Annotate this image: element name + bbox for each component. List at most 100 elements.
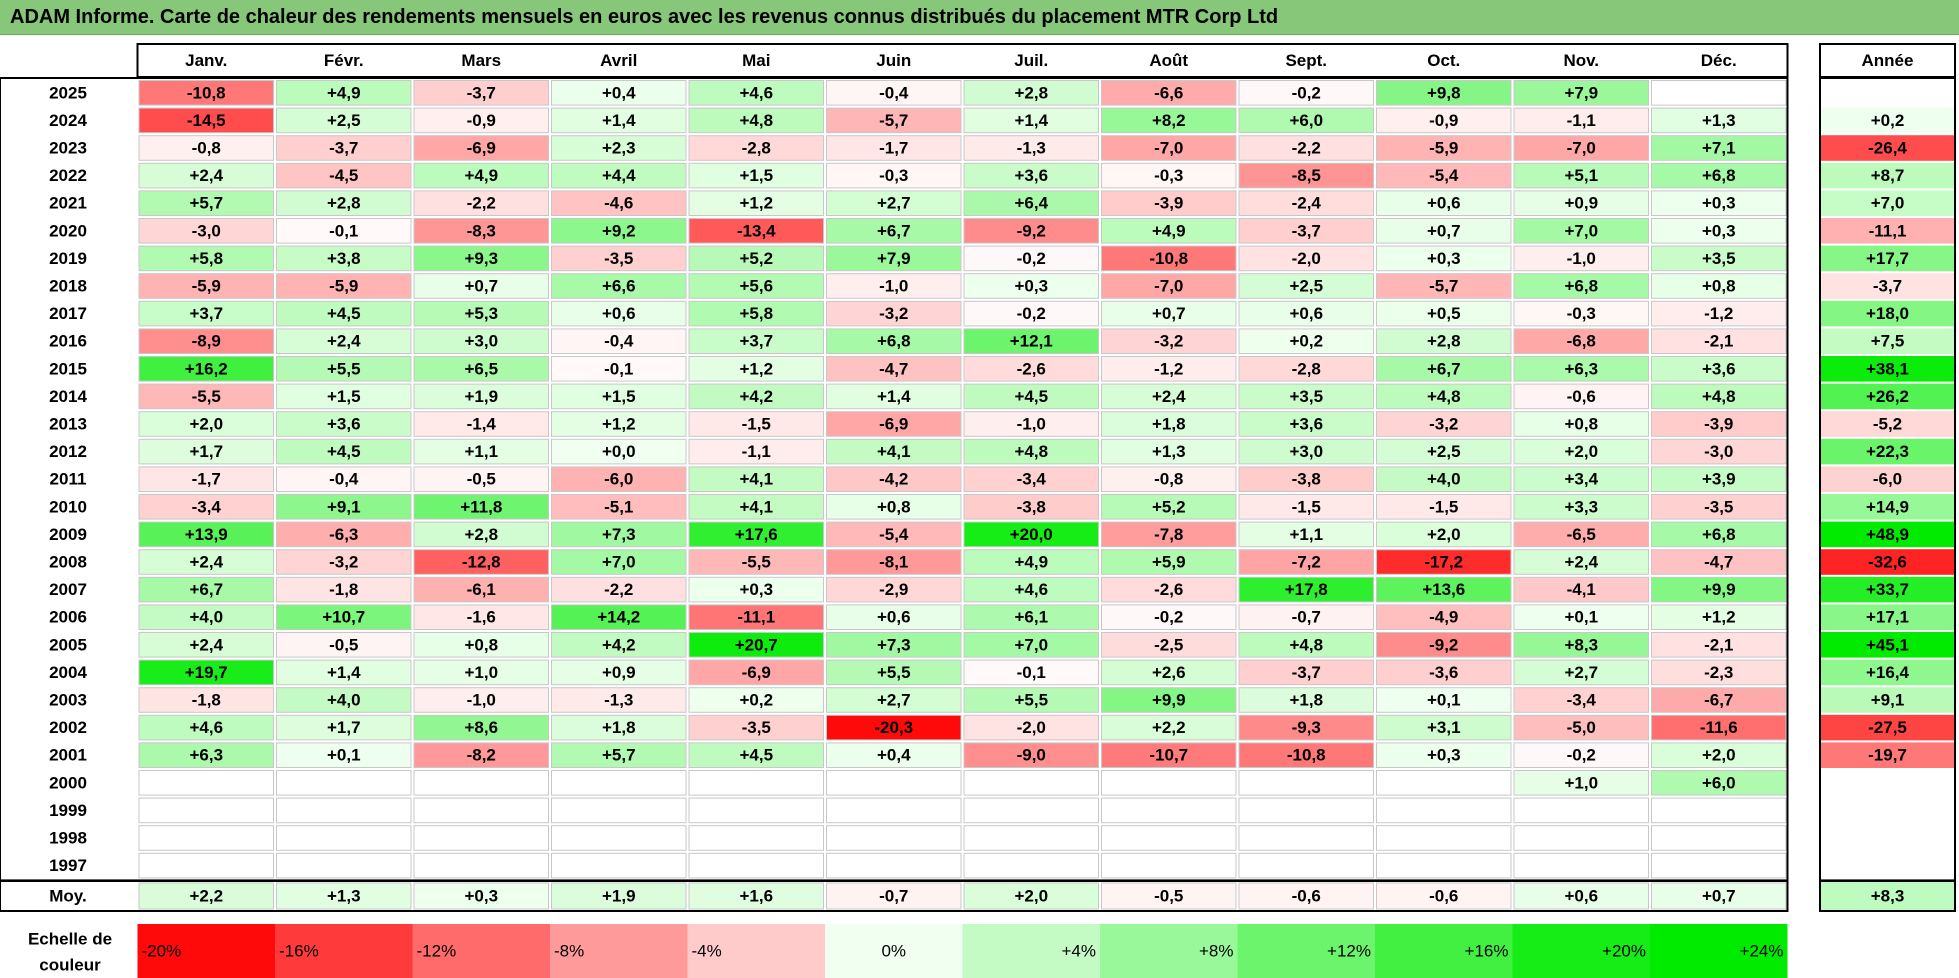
heat-cell xyxy=(1513,659,1649,686)
average-cell xyxy=(1513,882,1649,910)
year-label: 2000 xyxy=(49,773,87,792)
heat-cell xyxy=(826,742,962,769)
heat-cell-value: +4,8 xyxy=(739,111,773,130)
heat-cell xyxy=(826,135,962,161)
heat-cell-value: -2,8 xyxy=(742,139,771,158)
heat-cell-value: -0,4 xyxy=(879,83,909,102)
heat-cell xyxy=(826,714,962,741)
heat-cell xyxy=(276,328,412,354)
heat-cell xyxy=(688,438,824,465)
year-cell-value: +7,5 xyxy=(1871,332,1905,351)
heat-cell xyxy=(1651,273,1787,299)
heat-cell xyxy=(1513,356,1649,382)
scale-label-line1: Echelle de xyxy=(28,930,112,949)
heat-cell-value: +2,7 xyxy=(1564,663,1598,682)
heat-cell xyxy=(963,852,1099,879)
heat-cell-value: -1,6 xyxy=(467,608,496,627)
heat-cell xyxy=(276,107,412,134)
heat-cell-value: +1,8 xyxy=(1289,691,1323,710)
heat-cell xyxy=(551,80,687,106)
heat-cell xyxy=(1513,107,1649,134)
heat-cell xyxy=(413,576,549,603)
heat-cell xyxy=(963,135,1099,161)
heat-cell-value: -1,3 xyxy=(1017,139,1046,158)
year-cell xyxy=(1821,218,1954,244)
heat-cell-value: -9,2 xyxy=(1017,221,1046,240)
heat-cell-value: -0,7 xyxy=(1292,608,1321,627)
heat-cell-value: +6,7 xyxy=(189,580,223,599)
heat-cell-value: +2,4 xyxy=(189,553,223,572)
heat-cell-value: +6,8 xyxy=(1702,166,1736,185)
heat-cell-value: -1,0 xyxy=(467,691,496,710)
heat-cell-value: +2,5 xyxy=(1289,277,1323,296)
heat-cell xyxy=(1376,383,1512,410)
year-cell xyxy=(1821,356,1954,382)
heat-cell-value: -0,3 xyxy=(1154,166,1183,185)
heat-cell-value: -10,8 xyxy=(187,83,226,102)
heat-cell-value: +1,8 xyxy=(602,718,636,737)
heat-cell-value: +2,6 xyxy=(1152,663,1186,682)
heat-cell xyxy=(1513,383,1649,410)
heat-cell-value: +0,6 xyxy=(1289,304,1323,323)
heat-cell xyxy=(1238,687,1374,713)
heat-cell-value: -4,9 xyxy=(1429,608,1458,627)
scale-value: +20% xyxy=(1602,942,1646,961)
heat-cell-value: +2,4 xyxy=(189,635,223,654)
heat-cell-value: +0,3 xyxy=(1702,194,1736,213)
heat-cell xyxy=(1513,328,1649,354)
heat-cell-value: +1,0 xyxy=(464,663,498,682)
heat-cell xyxy=(1651,576,1787,603)
heat-cell-value: +0,8 xyxy=(464,635,498,654)
heat-cell xyxy=(1238,218,1374,244)
year-cell-value: +26,2 xyxy=(1866,387,1909,406)
heat-cell-value: +3,0 xyxy=(464,332,498,351)
heat-cell xyxy=(1513,576,1649,603)
heat-cell xyxy=(688,190,824,216)
heat-cell xyxy=(1101,825,1237,851)
heat-cell-value: +1,2 xyxy=(602,415,636,434)
heat-cell xyxy=(1376,576,1512,603)
heat-cell-value: +12,1 xyxy=(1010,332,1053,351)
heat-cell xyxy=(688,576,824,603)
heat-cell-value: -13,4 xyxy=(737,221,776,240)
heat-cell xyxy=(1238,494,1374,520)
heat-cell xyxy=(1651,218,1787,244)
scale-swatch xyxy=(962,924,1100,978)
month-header: Sept. xyxy=(1285,51,1327,70)
heat-cell-value: -4,1 xyxy=(1567,580,1596,599)
heat-cell xyxy=(826,80,962,106)
year-label: 2016 xyxy=(49,332,87,351)
average-cell-value: +0,3 xyxy=(464,887,498,906)
heat-cell xyxy=(1238,245,1374,272)
heat-cell-value: +14,2 xyxy=(597,608,640,627)
heat-cell-value: -6,3 xyxy=(329,525,358,544)
year-cell xyxy=(1821,797,1954,824)
heat-cell-value: +0,4 xyxy=(877,746,911,765)
heat-cell xyxy=(1513,411,1649,437)
heat-cell xyxy=(1238,80,1374,106)
heat-cell xyxy=(826,107,962,134)
average-label: Moy. xyxy=(49,887,86,906)
heat-cell xyxy=(963,659,1099,686)
heat-cell-value: +8,6 xyxy=(464,718,498,737)
year-cell xyxy=(1821,383,1954,410)
heat-cell xyxy=(1651,190,1787,216)
heat-cell-value: +6,7 xyxy=(877,221,911,240)
heat-cell-value: -2,8 xyxy=(1292,359,1321,378)
heat-cell-value: +3,7 xyxy=(739,332,773,351)
heat-cell xyxy=(1238,825,1374,851)
year-cell-value: +8,7 xyxy=(1871,166,1905,185)
heat-cell xyxy=(1651,162,1787,189)
heat-cell xyxy=(276,190,412,216)
heat-cell xyxy=(1238,273,1374,299)
heat-cell-value: -0,9 xyxy=(467,111,496,130)
heat-cell xyxy=(1101,273,1237,299)
heat-cell-value: +4,8 xyxy=(1289,635,1323,654)
heat-cell xyxy=(1376,604,1512,631)
heat-cell-value: -1,0 xyxy=(1567,249,1596,268)
heat-cell-value: +3,1 xyxy=(1427,718,1461,737)
heat-cell xyxy=(1376,549,1512,575)
year-cell-value: +9,1 xyxy=(1871,691,1905,710)
heat-cell-value: +1,2 xyxy=(1702,608,1736,627)
heat-cell-value: +0,6 xyxy=(877,608,911,627)
